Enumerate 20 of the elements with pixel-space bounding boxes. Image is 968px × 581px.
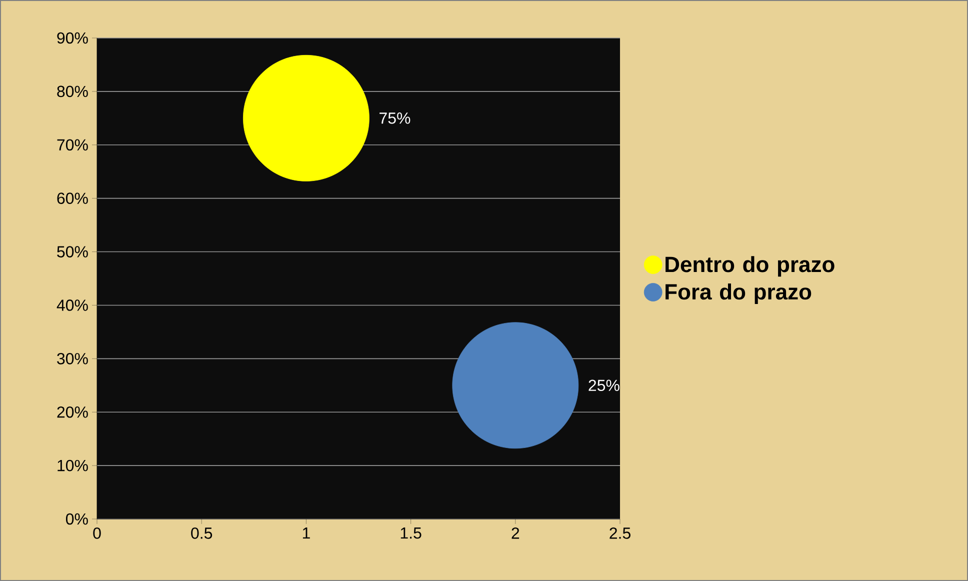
x-tick-label: 2 — [512, 528, 520, 539]
x-tick-label: 2.5 — [610, 528, 630, 539]
x-tick-label: 0.5 — [191, 528, 212, 539]
x-tick-label: 1.5 — [400, 528, 422, 539]
x-tick-label: 0 — [93, 528, 101, 539]
data-label: 75% — [380, 112, 410, 124]
y-tick-label: 20% — [57, 406, 88, 418]
y-tick-label: 0% — [66, 513, 88, 525]
legend-label: Fora do prazo — [666, 283, 812, 304]
y-tick-label: 10% — [58, 460, 88, 472]
y-tick-label: 50% — [57, 246, 88, 258]
x-tick-label: 1 — [302, 528, 310, 539]
y-tick-label: 90% — [57, 32, 88, 44]
y-tick-label: 70% — [57, 139, 88, 151]
y-tick-label: 80% — [57, 86, 88, 98]
y-tick-label: 60% — [57, 192, 88, 204]
data-label: 25% — [588, 380, 620, 392]
legend-label: Dentro do prazo — [666, 256, 834, 277]
y-tick-label: 40% — [56, 300, 88, 311]
y-tick-label: 30% — [57, 353, 88, 364]
